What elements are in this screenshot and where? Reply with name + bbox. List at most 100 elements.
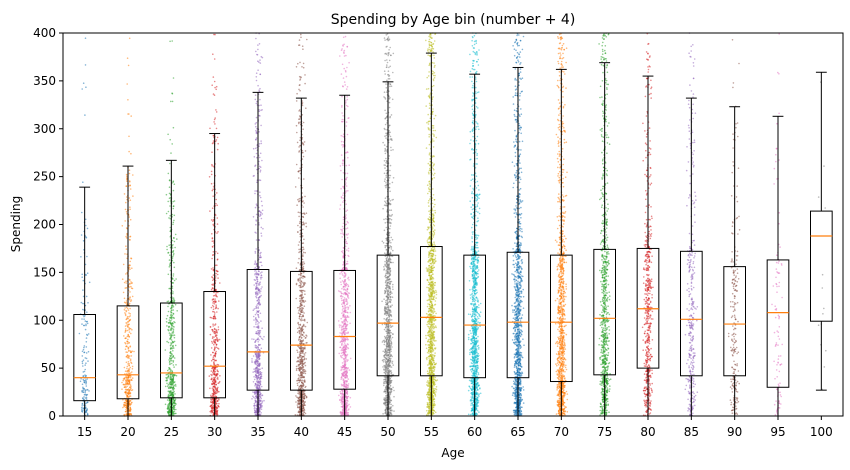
- data-point: [259, 152, 262, 155]
- data-point: [172, 223, 174, 226]
- data-point: [390, 114, 393, 116]
- data-point: [257, 346, 260, 349]
- data-point: [217, 348, 220, 350]
- data-point: [253, 284, 255, 286]
- data-point: [129, 346, 131, 348]
- data-point: [261, 394, 264, 397]
- data-point: [255, 380, 258, 383]
- data-point: [129, 283, 131, 285]
- data-point: [301, 356, 303, 359]
- data-point: [295, 297, 298, 300]
- data-point: [174, 233, 177, 236]
- data-point: [173, 253, 175, 255]
- data-point: [260, 375, 263, 378]
- data-point: [253, 405, 256, 407]
- data-point: [121, 225, 124, 227]
- data-point: [255, 239, 258, 241]
- data-point: [129, 313, 131, 315]
- data-point: [254, 260, 257, 263]
- data-point: [128, 356, 130, 358]
- data-point: [385, 182, 387, 184]
- data-point: [253, 156, 256, 158]
- data-point: [300, 319, 303, 322]
- data-point: [172, 347, 175, 349]
- data-point: [304, 325, 307, 328]
- data-point: [255, 125, 257, 128]
- data-point: [84, 328, 87, 331]
- data-point: [345, 228, 347, 230]
- data-point: [298, 248, 300, 251]
- data-point: [172, 254, 175, 256]
- data-point: [301, 66, 303, 68]
- data-point: [304, 150, 307, 152]
- data-point: [87, 350, 90, 353]
- data-point: [129, 406, 132, 409]
- data-point: [85, 236, 88, 239]
- data-point: [214, 307, 217, 310]
- data-point: [170, 314, 172, 316]
- data-point: [347, 384, 350, 387]
- data-point: [131, 295, 134, 298]
- data-point: [168, 357, 171, 359]
- data-point: [297, 170, 300, 173]
- data-point: [171, 100, 174, 103]
- data-point: [255, 312, 258, 314]
- data-point: [259, 62, 262, 64]
- data-point: [388, 106, 391, 109]
- data-point: [299, 89, 301, 92]
- data-point: [126, 307, 129, 310]
- data-point: [342, 250, 344, 252]
- data-point: [170, 336, 172, 338]
- data-point: [123, 297, 126, 300]
- data-point: [340, 401, 342, 403]
- data-point: [86, 322, 89, 325]
- data-point: [81, 276, 83, 279]
- data-point: [129, 279, 131, 281]
- data-point: [342, 192, 345, 194]
- data-point: [260, 140, 262, 142]
- data-point: [173, 399, 176, 402]
- data-point: [339, 399, 341, 402]
- data-point: [340, 332, 343, 335]
- data-point: [173, 317, 175, 320]
- data-point: [216, 378, 218, 380]
- data-point: [125, 196, 128, 198]
- data-point: [296, 141, 299, 144]
- data-point: [256, 384, 259, 386]
- data-point: [340, 368, 343, 371]
- data-point: [341, 413, 344, 415]
- data-point: [297, 367, 300, 370]
- data-point: [383, 218, 385, 221]
- data-point: [80, 378, 82, 380]
- data-point: [255, 190, 258, 192]
- data-point: [85, 393, 88, 396]
- data-point: [258, 61, 260, 63]
- data-point: [302, 212, 305, 215]
- data-point: [213, 378, 216, 381]
- data-point: [260, 288, 262, 290]
- data-point: [213, 328, 216, 331]
- data-point: [303, 202, 305, 204]
- data-point: [338, 352, 341, 355]
- data-point: [211, 84, 213, 86]
- data-point: [257, 387, 259, 390]
- data-point: [255, 283, 258, 285]
- data-point: [342, 160, 344, 162]
- data-point: [346, 220, 349, 223]
- data-point: [255, 376, 257, 379]
- data-point: [132, 174, 134, 176]
- data-point: [258, 239, 261, 241]
- data-point: [85, 341, 88, 343]
- data-point: [81, 355, 84, 357]
- data-point: [164, 349, 167, 351]
- data-point: [169, 214, 171, 217]
- data-point: [392, 249, 394, 252]
- data-point: [167, 300, 170, 303]
- data-point: [129, 400, 131, 402]
- data-point: [342, 222, 345, 225]
- data-point: [255, 181, 258, 184]
- data-point: [167, 328, 169, 331]
- data-point: [212, 390, 215, 393]
- data-point: [127, 348, 130, 350]
- data-point: [300, 318, 303, 320]
